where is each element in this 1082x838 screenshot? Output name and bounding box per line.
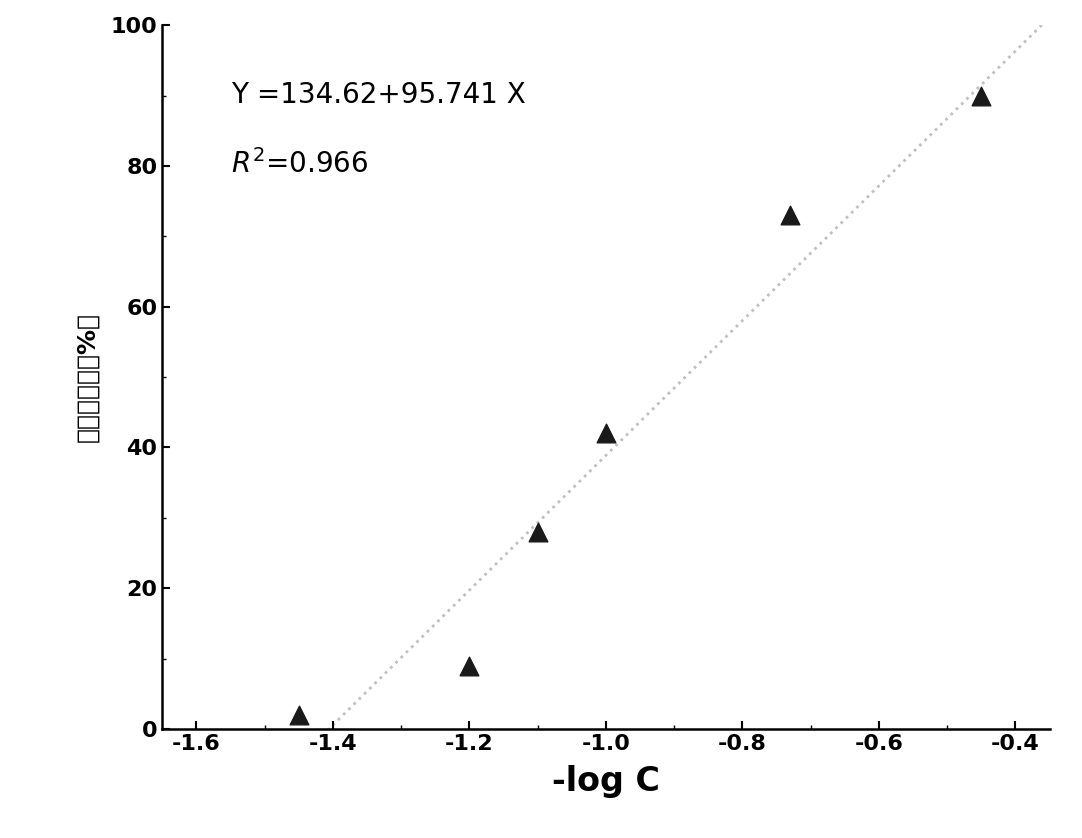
Y-axis label: 发光抑制率（%）: 发光抑制率（%） bbox=[76, 312, 100, 442]
Point bbox=[973, 89, 990, 102]
Point bbox=[461, 659, 478, 672]
Text: $R^2$=0.966: $R^2$=0.966 bbox=[230, 149, 368, 179]
Point bbox=[597, 427, 615, 440]
Point bbox=[781, 209, 799, 222]
Text: Y =134.62+95.741 X: Y =134.62+95.741 X bbox=[230, 80, 525, 109]
Point bbox=[290, 708, 307, 722]
Point bbox=[529, 525, 546, 539]
X-axis label: -log C: -log C bbox=[552, 765, 660, 798]
